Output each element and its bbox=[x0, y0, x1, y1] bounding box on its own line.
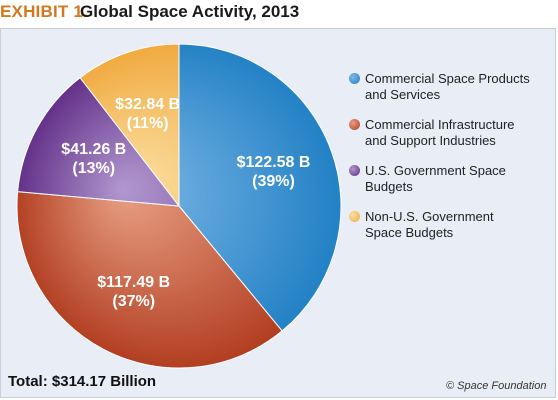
legend-item-non-us-government: Non-U.S. Government Space Budgets bbox=[349, 209, 555, 241]
slice-label-commercial-infrastructure: $117.49 B (37%) bbox=[79, 273, 189, 311]
legend-dot-commercial-infrastructure bbox=[349, 119, 360, 130]
legend-dot-commercial-products bbox=[349, 73, 360, 84]
slice-label-non-us-government: $32.84 B (11%) bbox=[93, 95, 203, 133]
legend-line1: Commercial Infrastructure bbox=[365, 117, 515, 132]
legend-line1: Commercial Space Products bbox=[365, 71, 530, 86]
exhibit-label: EXHIBIT 1. bbox=[0, 2, 88, 21]
slice-percent-label: (13%) bbox=[72, 160, 116, 178]
total-label: Total: $314.17 Billion bbox=[8, 373, 157, 390]
pie-slice-non-us-government bbox=[79, 43, 180, 208]
chart-frame: $122.58 B (39%) $117.49 B (37%) $41.26 B (13%… bbox=[0, 28, 556, 398]
legend-line2: Budgets bbox=[365, 179, 413, 194]
pie-slice-commercial-products bbox=[178, 43, 342, 332]
slice-label-commercial-products: $122.58 B (39%) bbox=[219, 153, 329, 191]
slice-value-label: $32.84 B bbox=[115, 95, 181, 113]
slice-value-label: $122.58 B bbox=[236, 154, 311, 172]
slice-label-us-government: $41.26 B (13%) bbox=[39, 140, 149, 178]
legend-line2: and Support Industries bbox=[365, 133, 496, 148]
legend-line1: U.S. Government Space bbox=[365, 163, 506, 178]
credit-label: © Space Foundation bbox=[446, 380, 547, 392]
legend-dot-us-government bbox=[349, 165, 360, 176]
slice-value-label: $41.26 B bbox=[61, 141, 127, 159]
pie-chart bbox=[16, 43, 342, 369]
legend-line2: and Services bbox=[365, 87, 441, 102]
legend-line1: Non-U.S. Government bbox=[365, 209, 494, 224]
legend-dot-non-us-government bbox=[349, 211, 360, 222]
slice-value-label: $117.49 B bbox=[97, 274, 171, 291]
pie-slice-commercial-infrastructure bbox=[16, 191, 283, 369]
pie-slice-us-government bbox=[17, 77, 181, 207]
title-bar: EXHIBIT 1. Global Space Activity, 2013 bbox=[0, 0, 558, 28]
slice-percent-label: (37%) bbox=[112, 293, 156, 310]
slice-percent-label: (11%) bbox=[126, 114, 169, 132]
legend-item-commercial-products: Commercial Space Products and Services bbox=[349, 71, 555, 103]
chart-title: Global Space Activity, 2013 bbox=[80, 2, 300, 21]
legend-item-commercial-infrastructure: Commercial Infrastructure and Support In… bbox=[349, 117, 555, 149]
slice-percent-label: (39%) bbox=[252, 173, 295, 191]
legend-item-us-government: U.S. Government Space Budgets bbox=[349, 163, 555, 195]
legend-line2: Space Budgets bbox=[365, 225, 454, 240]
